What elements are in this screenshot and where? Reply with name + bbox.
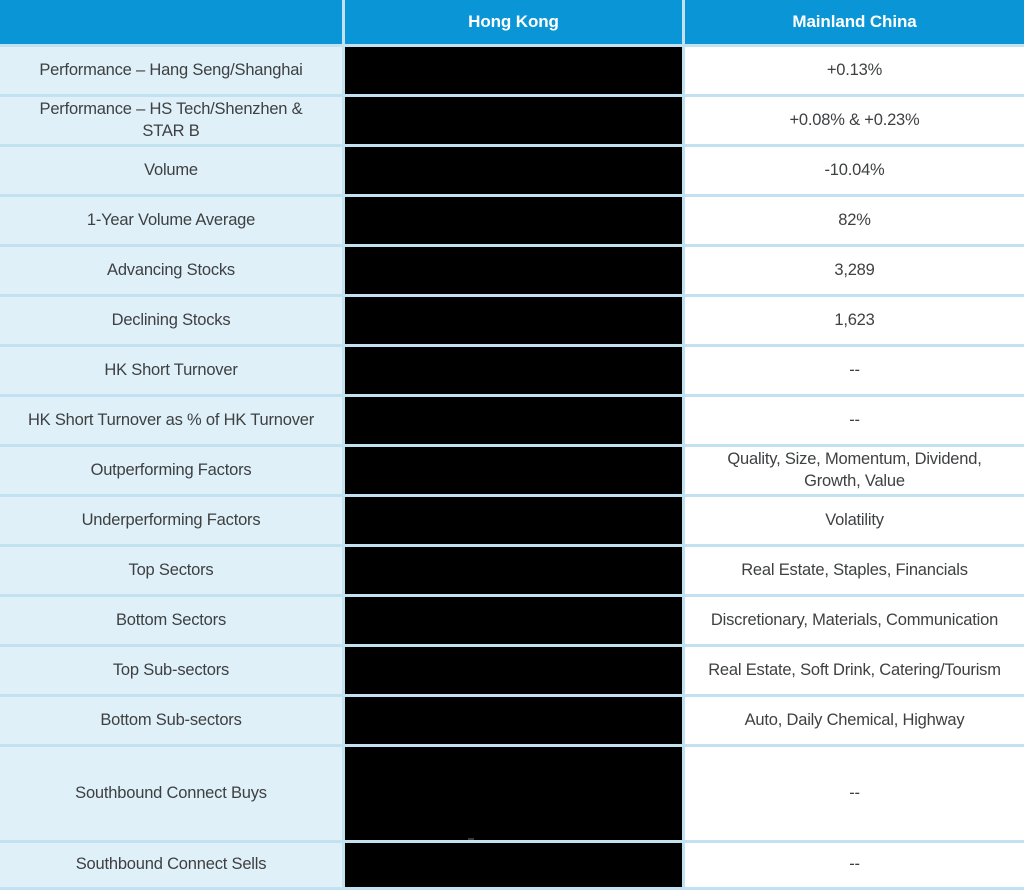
row-value: --: [685, 843, 1024, 887]
redacted-cell: [345, 97, 682, 144]
row-label-performance-hang-seng: Performance – Hang Seng/Shanghai: [0, 47, 342, 94]
row-label-volume: Volume: [0, 147, 342, 194]
row-value: Discretionary, Materials, Communication: [685, 597, 1024, 644]
row-value: Real Estate, Soft Drink, Catering/Touris…: [685, 647, 1024, 694]
row-label-bottom-sectors: Bottom Sectors: [0, 597, 342, 644]
column-header-mainland-china: Mainland China: [685, 0, 1024, 44]
row-value: --: [685, 747, 1024, 840]
redacted-cell: [345, 247, 682, 294]
row-label-advancing-stocks: Advancing Stocks: [0, 247, 342, 294]
redacted-cell: [345, 347, 682, 394]
redacted-cell: [345, 197, 682, 244]
row-label-hk-short-turnover: HK Short Turnover: [0, 347, 342, 394]
row-label-declining-stocks: Declining Stocks: [0, 297, 342, 344]
row-value: Real Estate, Staples, Financials: [685, 547, 1024, 594]
row-label-outperforming-factors: Outperforming Factors: [0, 447, 342, 494]
row-value: Quality, Size, Momentum, Dividend, Growt…: [685, 447, 1024, 494]
redacted-cell: [345, 397, 682, 444]
redacted-cell: [345, 697, 682, 744]
redacted-cell: [345, 447, 682, 494]
redacted-cell: [345, 497, 682, 544]
row-value: --: [685, 347, 1024, 394]
redacted-cell: [345, 297, 682, 344]
row-label-performance-hs-tech: Performance – HS Tech/Shenzhen & STAR B: [0, 97, 342, 144]
row-label-southbound-connect-sells: Southbound Connect Sells: [0, 843, 342, 887]
row-label-underperforming-factors: Underperforming Factors: [0, 497, 342, 544]
redacted-cell: [345, 747, 682, 840]
redacted-cell: [345, 147, 682, 194]
row-value: +0.13%: [685, 47, 1024, 94]
row-label-bottom-sub-sectors: Bottom Sub-sectors: [0, 697, 342, 744]
redacted-cell: [345, 597, 682, 644]
header-corner-cell: [0, 0, 342, 44]
row-value: 82%: [685, 197, 1024, 244]
redacted-cell: [345, 547, 682, 594]
row-label-1-year-volume-average: 1-Year Volume Average: [0, 197, 342, 244]
redacted-cell: [345, 47, 682, 94]
row-value: --: [685, 397, 1024, 444]
row-value: 3,289: [685, 247, 1024, 294]
row-label-top-sectors: Top Sectors: [0, 547, 342, 594]
column-header-hong-kong: Hong Kong: [345, 0, 682, 44]
row-value: 1,623: [685, 297, 1024, 344]
redaction-artifact: [468, 838, 474, 840]
redacted-cell: [345, 843, 682, 887]
row-label-hk-short-turnover-pct: HK Short Turnover as % of HK Turnover: [0, 397, 342, 444]
row-value: Volatility: [685, 497, 1024, 544]
row-label-top-sub-sectors: Top Sub-sectors: [0, 647, 342, 694]
redacted-cell: [345, 647, 682, 694]
row-label-southbound-connect-buys: Southbound Connect Buys: [0, 747, 342, 840]
row-value: +0.08% & +0.23%: [685, 97, 1024, 144]
row-value: Auto, Daily Chemical, Highway: [685, 697, 1024, 744]
row-value: -10.04%: [685, 147, 1024, 194]
